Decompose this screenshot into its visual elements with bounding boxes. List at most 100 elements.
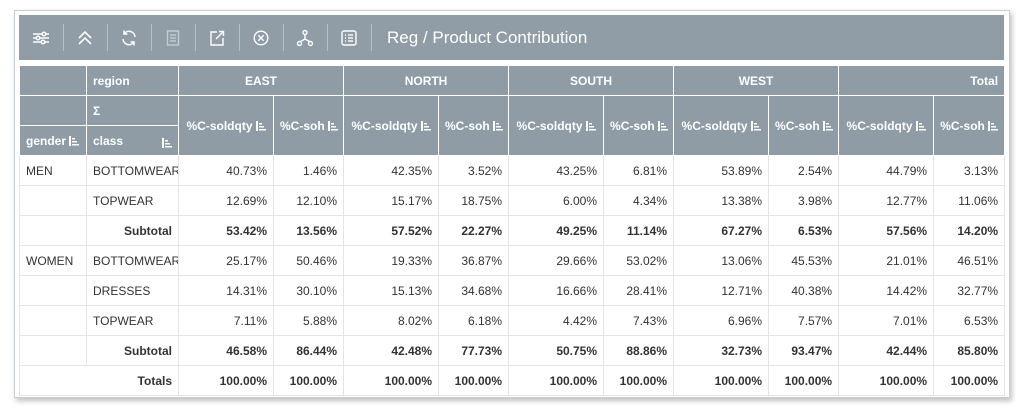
subtotal-row: Subtotal 46.58% 86.44% 42.48% 77.73% 50.75% 88… [19, 335, 1006, 366]
toolbar: Reg / Product Contribution [19, 15, 1004, 60]
total-cell: 100.00% [673, 365, 770, 396]
gender-label: gender [26, 133, 67, 148]
metric-label: %C-soldqty [681, 118, 748, 133]
value-cell: 1.46% [272, 155, 345, 186]
region-header-west[interactable]: WEST [673, 65, 840, 96]
clear-button[interactable] [239, 15, 283, 60]
value-cell: 7.57% [768, 305, 840, 336]
value-cell: 77.73% [438, 335, 510, 366]
table-row: WOMEN BOTTOMWEAR 25.17% 50.46% 19.33% 36.87% 2… [19, 245, 1006, 276]
gender-field-header[interactable]: gender [19, 125, 87, 156]
value-cell: 57.52% [343, 215, 440, 246]
value-cell: 13.06% [673, 245, 770, 276]
value-cell: 32.77% [933, 275, 1006, 306]
metric-header[interactable]: %C-soh [272, 95, 345, 156]
list-button[interactable] [327, 15, 371, 60]
value-cell: 4.42% [508, 305, 605, 336]
sliders-icon [33, 30, 49, 45]
metric-label: %C-soldqty [351, 118, 418, 133]
value-cell: 11.06% [933, 185, 1006, 216]
metric-header[interactable]: %C-soldqty [343, 95, 440, 156]
metric-header[interactable]: %C-soh [933, 95, 1006, 156]
total-cell: 100.00% [178, 365, 274, 396]
class-label: class [93, 133, 124, 148]
metric-header[interactable]: %C-soh [438, 95, 510, 156]
total-cell: 100.00% [343, 365, 440, 396]
refresh-icon [122, 30, 136, 45]
value-cell: 15.17% [343, 185, 440, 216]
metric-label: %C-soldqty [186, 118, 253, 133]
gender-cell [19, 275, 87, 306]
value-cell: 15.13% [343, 275, 440, 306]
value-cell: 42.44% [838, 335, 935, 366]
hierarchy-button[interactable] [283, 15, 327, 60]
value-cell: 3.13% [933, 155, 1006, 186]
region-header-north[interactable]: NORTH [343, 65, 510, 96]
value-cell: 13.38% [673, 185, 770, 216]
value-cell: 67.27% [673, 215, 770, 246]
value-cell: 57.56% [838, 215, 935, 246]
value-cell: 42.35% [343, 155, 440, 186]
gender-cell [19, 185, 87, 216]
refresh-button[interactable] [107, 15, 151, 60]
region-field-label[interactable]: region [86, 65, 179, 96]
widget-title: Reg / Product Contribution [371, 15, 587, 60]
value-cell: 53.89% [673, 155, 770, 186]
sort-icon [69, 136, 80, 147]
class-field-header[interactable]: class [86, 125, 179, 156]
settings-button[interactable] [19, 15, 63, 60]
region-header-total[interactable]: Total [838, 65, 1006, 96]
value-cell: 29.66% [508, 245, 605, 276]
metric-header[interactable]: %C-soldqty [838, 95, 935, 156]
gender-cell [19, 335, 87, 366]
value-cell: 16.66% [508, 275, 605, 306]
document-button[interactable] [151, 15, 195, 60]
table-row: TOPWEAR 7.11% 5.88% 8.02% 6.18% 4.42% 7.43% 6.9… [19, 305, 1006, 336]
value-cell: 6.53% [768, 215, 840, 246]
class-cell: DRESSES [86, 275, 179, 306]
value-cell: 30.10% [272, 275, 345, 306]
value-cell: 5.88% [272, 305, 345, 336]
metric-label: %C-soh [280, 118, 325, 133]
header-spacer [19, 95, 87, 126]
class-cell: BOTTOMWEAR [86, 245, 179, 276]
region-header-south[interactable]: SOUTH [508, 65, 675, 96]
value-cell: 12.10% [272, 185, 345, 216]
value-cell: 22.27% [438, 215, 510, 246]
metric-header[interactable]: %C-soldqty [673, 95, 770, 156]
close-circle-icon [253, 29, 269, 46]
collapse-button[interactable] [63, 15, 107, 60]
metric-label: %C-soh [610, 118, 655, 133]
region-header-east[interactable]: EAST [177, 65, 345, 96]
export-button[interactable] [195, 15, 239, 60]
value-cell: 3.52% [438, 155, 510, 186]
metric-header[interactable]: %C-soldqty [508, 95, 605, 156]
total-cell: 100.00% [603, 365, 675, 396]
export-icon [210, 30, 225, 46]
subtotal-row: Subtotal 53.42% 13.56% 57.52% 22.27% 49.25% 11… [19, 215, 1006, 246]
value-cell: 6.18% [438, 305, 510, 336]
value-cell: 6.53% [933, 305, 1006, 336]
class-cell: BOTTOMWEAR [86, 155, 179, 186]
value-cell: 46.58% [178, 335, 274, 366]
value-cell: 14.31% [178, 275, 274, 306]
value-cell: 2.54% [768, 155, 840, 186]
metric-header[interactable]: %C-soldqty [178, 95, 274, 156]
metric-label: %C-soh [775, 118, 820, 133]
value-cell: 25.17% [178, 245, 274, 276]
collapse-up-icon [78, 30, 92, 45]
metric-header[interactable]: %C-soh [768, 95, 840, 156]
total-cell: 100.00% [933, 365, 1006, 396]
value-cell: 32.73% [673, 335, 770, 366]
sort-icon [657, 121, 668, 132]
table-row: TOPWEAR 12.69% 12.10% 15.17% 18.75% 6.00% 4.34… [19, 185, 1006, 216]
sigma-label[interactable]: Σ [86, 95, 179, 126]
value-cell: 11.14% [603, 215, 675, 246]
sort-icon [492, 121, 503, 132]
value-cell: 50.75% [508, 335, 605, 366]
sort-icon [987, 121, 998, 132]
value-cell: 3.98% [768, 185, 840, 216]
metric-header[interactable]: %C-soh [603, 95, 675, 156]
metric-label: %C-soldqty [516, 118, 583, 133]
total-cell: 100.00% [508, 365, 605, 396]
